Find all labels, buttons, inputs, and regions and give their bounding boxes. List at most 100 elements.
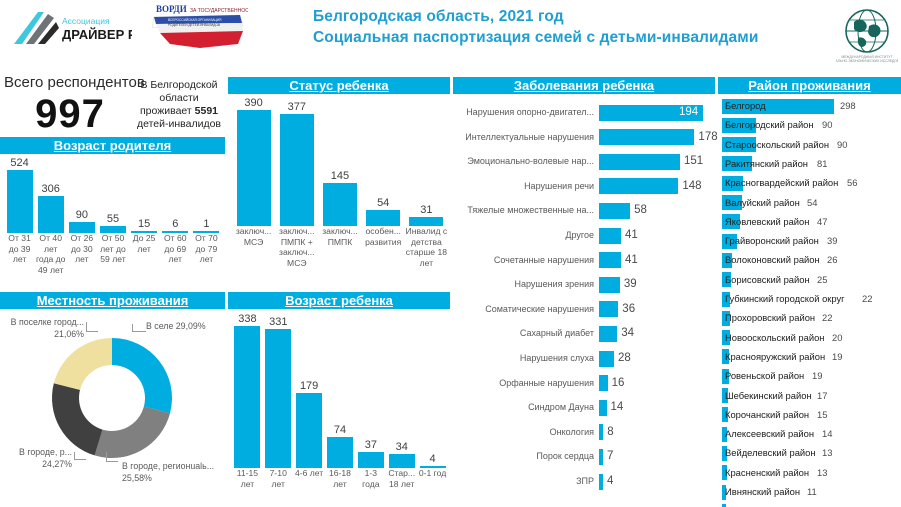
list-item[interactable]: Белгородский район 90 xyxy=(722,117,898,136)
table-row[interactable]: Нарушения речи 148 xyxy=(457,177,713,202)
bar-rect[interactable] xyxy=(722,137,756,153)
bar-rect[interactable] xyxy=(419,466,446,468)
bar-group[interactable]: 90 От 26 до 30 лет xyxy=(66,156,97,281)
bar-rect[interactable] xyxy=(722,503,726,507)
list-item[interactable]: Красненский район 13 xyxy=(722,465,898,484)
bar-rect[interactable] xyxy=(236,110,271,226)
table-row[interactable]: Нарушения слуха 28 xyxy=(457,349,713,374)
list-item[interactable]: Валуйский район 54 xyxy=(722,195,898,214)
bar-rect[interactable] xyxy=(722,291,731,307)
bar-group[interactable]: 6 От 60 до 69 лет xyxy=(160,156,191,281)
bar-rect[interactable] xyxy=(722,117,756,133)
bar-rect[interactable] xyxy=(99,226,126,233)
bar-rect[interactable] xyxy=(599,424,604,441)
bar-rect[interactable] xyxy=(599,301,619,318)
bar-rect[interactable] xyxy=(722,272,732,288)
bar-rect[interactable] xyxy=(722,156,753,172)
bar-rect[interactable] xyxy=(599,276,620,293)
list-item[interactable]: Губкинский городской округ 22 xyxy=(722,291,898,310)
bar-rect[interactable] xyxy=(193,231,220,233)
list-item[interactable]: Старооскольский район 90 xyxy=(722,137,898,156)
bar-group[interactable]: 34 Стар... 18 лет xyxy=(386,312,417,504)
list-item[interactable]: Яковлевский район 47 xyxy=(722,214,898,233)
bar-group[interactable]: 524 От 31 до 39 лет xyxy=(4,156,35,281)
bar-rect[interactable] xyxy=(599,325,618,342)
list-item[interactable]: Шебекинский район 17 xyxy=(722,388,898,407)
bar-rect[interactable] xyxy=(388,453,415,468)
bar-rect[interactable] xyxy=(722,175,744,191)
bar-rect[interactable] xyxy=(722,214,740,230)
bar-rect[interactable] xyxy=(722,98,834,114)
table-row[interactable]: Эмоционально-волевые нар... 151 xyxy=(457,152,713,177)
list-item[interactable]: Прохоровский район 22 xyxy=(722,310,898,329)
bar-rect[interactable] xyxy=(599,178,679,195)
bar-rect[interactable] xyxy=(722,195,743,210)
bar-rect[interactable] xyxy=(599,448,603,465)
bar-rect[interactable] xyxy=(722,465,727,481)
donut-slice[interactable] xyxy=(52,383,103,456)
table-row[interactable]: Онкология 8 xyxy=(457,423,713,448)
bar-group[interactable]: 1 От 70 до 79 лет xyxy=(191,156,222,281)
bar-rect[interactable] xyxy=(722,368,730,384)
bar-rect[interactable] xyxy=(599,129,695,146)
list-item[interactable]: Волоконовский район 26 xyxy=(722,252,898,271)
bar-rect[interactable] xyxy=(599,399,607,416)
bar-rect[interactable] xyxy=(6,170,33,233)
bar-rect[interactable] xyxy=(722,252,732,268)
bar-rect[interactable] xyxy=(722,349,730,365)
bar-rect[interactable] xyxy=(722,407,728,423)
bar-rect[interactable] xyxy=(722,484,727,500)
bar-rect[interactable] xyxy=(279,113,314,226)
bar-rect[interactable] xyxy=(722,233,737,249)
table-row[interactable]: Соматические нарушения 36 xyxy=(457,300,713,325)
bar-rect[interactable] xyxy=(599,104,703,121)
table-row[interactable]: Интеллектуальные нарушения 178 xyxy=(457,128,718,153)
bar-rect[interactable] xyxy=(722,310,731,326)
bar-rect[interactable] xyxy=(326,436,353,468)
donut-slice[interactable] xyxy=(53,338,112,390)
bar-rect[interactable] xyxy=(722,426,728,442)
bar-rect[interactable] xyxy=(366,209,401,226)
bar-group[interactable]: 306 От 40 лет года до 49 лет xyxy=(35,156,66,281)
bar-rect[interactable] xyxy=(722,388,729,403)
bar-group[interactable]: 377 заключ... ПМПК + заключ... МСЭ xyxy=(275,96,318,281)
donut-slice[interactable] xyxy=(112,338,172,414)
bar-rect[interactable] xyxy=(599,350,614,367)
bar-rect[interactable] xyxy=(599,227,621,244)
bar-group[interactable]: 37 1-3 года xyxy=(355,312,386,504)
list-item[interactable]: Ивнянский район 11 xyxy=(722,484,898,503)
table-row[interactable]: Орфанные нарушения 16 xyxy=(457,374,713,399)
bar-group[interactable]: 31 Инвалид с детства старше 18 лет xyxy=(405,96,448,281)
bar-rect[interactable] xyxy=(599,202,631,219)
bar-group[interactable]: 15 До 25 лет xyxy=(129,156,160,281)
list-item[interactable]: Чернянский район 6 xyxy=(722,503,898,507)
list-item[interactable]: Краснояружский район 19 xyxy=(722,349,898,368)
table-row[interactable]: Порок сердца 7 xyxy=(457,447,713,472)
table-row[interactable]: ЗПР 4 xyxy=(457,472,713,497)
list-item[interactable]: Ровеньской район 19 xyxy=(722,368,898,387)
bar-group[interactable]: 338 11-15 лет xyxy=(232,312,263,504)
table-row[interactable]: Нарушения зрения 39 xyxy=(457,275,713,300)
bar-rect[interactable] xyxy=(162,231,189,233)
bar-group[interactable]: 55 От 50 лет до 59 лет xyxy=(97,156,128,281)
bar-rect[interactable] xyxy=(722,445,727,461)
bar-rect[interactable] xyxy=(357,452,384,468)
bar-rect[interactable] xyxy=(722,330,730,346)
bar-rect[interactable] xyxy=(265,328,292,468)
bar-group[interactable]: 179 4-6 лет xyxy=(294,312,325,504)
bar-group[interactable]: 390 заключ... МСЭ xyxy=(232,96,275,281)
bar-rect[interactable] xyxy=(131,231,158,233)
bar-rect[interactable] xyxy=(37,196,64,233)
bar-group[interactable]: 54 особен... развития xyxy=(362,96,405,281)
table-row[interactable]: Сочетанные нарушения 41 xyxy=(457,251,713,276)
donut-slice[interactable] xyxy=(94,406,171,458)
bar-rect[interactable] xyxy=(599,375,608,392)
table-row[interactable]: Синдром Дауна 14 xyxy=(457,398,713,423)
bar-group[interactable]: 145 заключ... ПМПК xyxy=(318,96,361,281)
bar-rect[interactable] xyxy=(599,153,680,170)
table-row[interactable]: Другое 41 xyxy=(457,226,713,251)
bar-rect[interactable] xyxy=(68,222,95,233)
list-item[interactable]: Белгород 298 xyxy=(722,98,898,117)
bar-rect[interactable] xyxy=(322,182,357,226)
list-item[interactable]: Грайворонский район 39 xyxy=(722,233,898,252)
